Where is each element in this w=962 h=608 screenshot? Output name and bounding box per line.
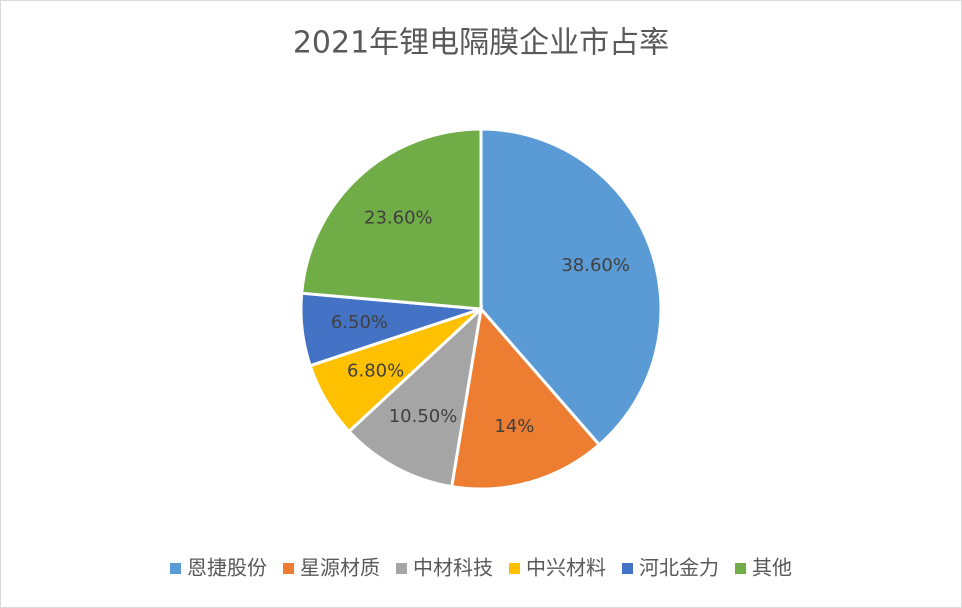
legend-swatch <box>170 563 181 574</box>
data-label: 6.80% <box>347 360 404 381</box>
legend-swatch <box>735 563 746 574</box>
legend-label: 其他 <box>752 556 792 580</box>
data-label: 14% <box>494 416 534 437</box>
legend-swatch <box>509 563 520 574</box>
legend-swatch <box>396 563 407 574</box>
data-label: 10.50% <box>389 406 458 427</box>
data-label: 6.50% <box>331 312 388 333</box>
legend-swatch <box>622 563 633 574</box>
data-label: 23.60% <box>364 208 433 229</box>
pie-slice <box>300 127 483 311</box>
legend-swatch <box>283 563 294 574</box>
legend-label: 中材科技 <box>413 556 493 580</box>
chart-title: 2021年锂电隔膜企业市占率 <box>293 26 669 61</box>
pie-slice <box>346 304 484 489</box>
legend-label: 河北金力 <box>639 556 719 580</box>
legend-label: 中兴材料 <box>526 556 606 580</box>
legend-label: 星源材质 <box>300 556 380 580</box>
legend: 恩捷股份 星源材质 中材科技 中兴材料 河北金力 其他 <box>170 556 792 580</box>
pie-slice <box>479 127 663 447</box>
data-label: 38.60% <box>561 255 630 276</box>
pie-slice <box>450 305 602 491</box>
legend-label: 恩捷股份 <box>187 556 267 580</box>
